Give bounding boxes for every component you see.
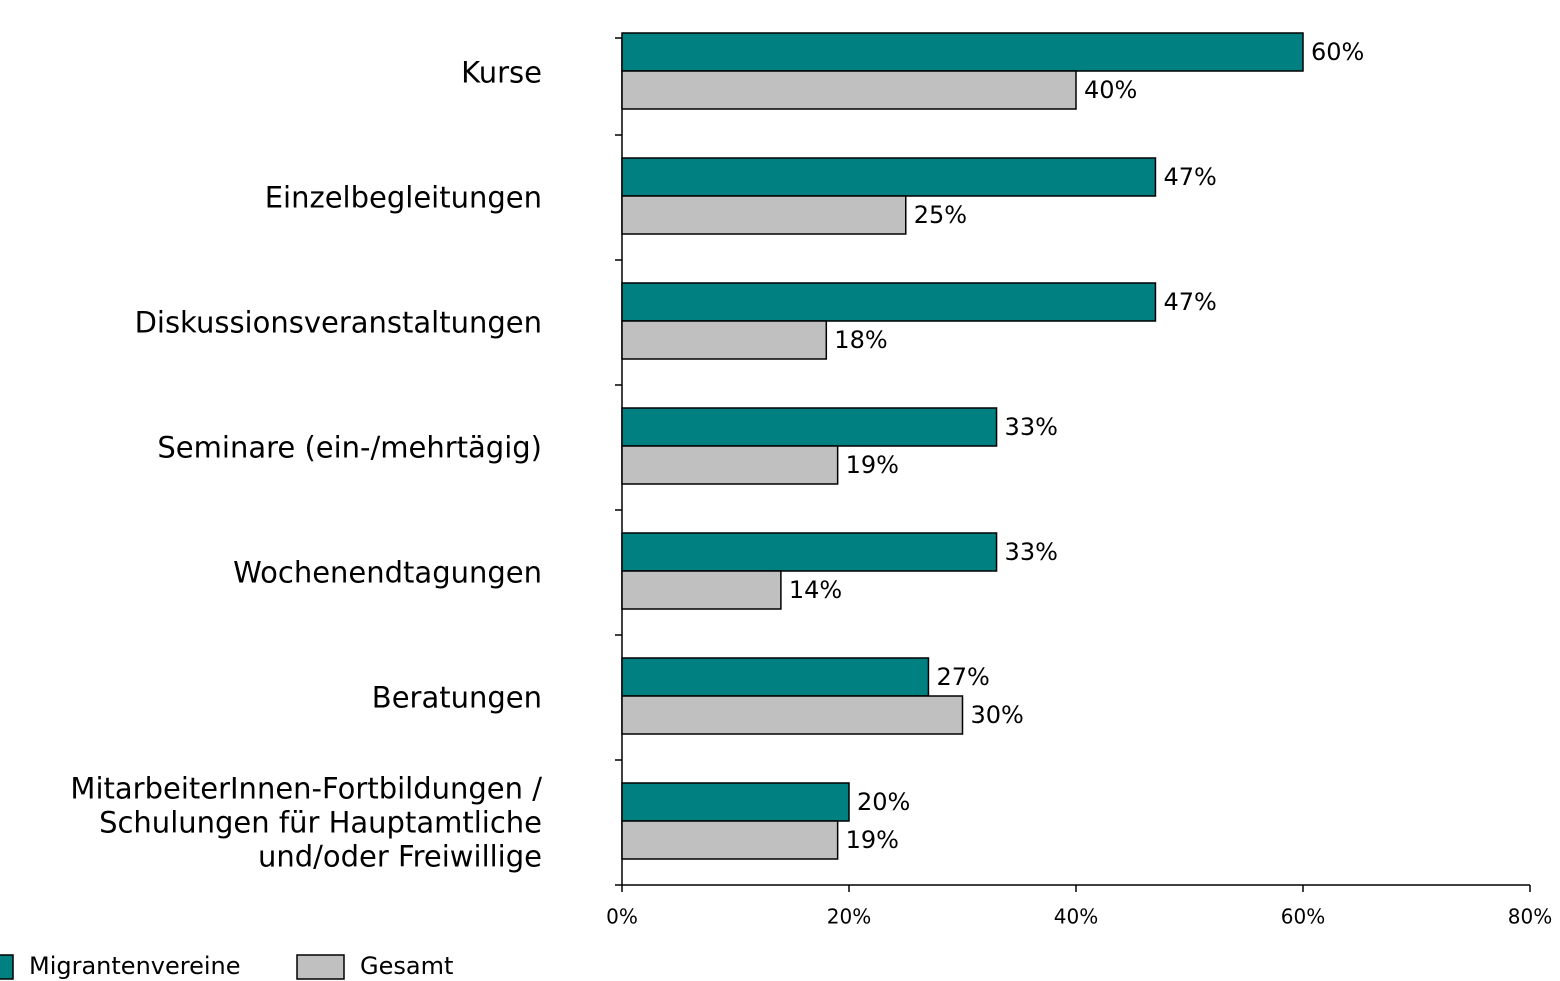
legend-swatch xyxy=(296,954,345,980)
data-label: 27% xyxy=(936,663,989,691)
data-label: 30% xyxy=(971,701,1024,729)
x-tick-label: 0% xyxy=(606,905,638,929)
bar xyxy=(621,782,850,822)
data-label: 19% xyxy=(846,451,899,479)
bar xyxy=(621,657,930,697)
legend-swatch xyxy=(0,954,14,980)
bar xyxy=(621,195,907,235)
data-label: 47% xyxy=(1163,163,1216,191)
category-label: Einzelbegleitungen xyxy=(265,181,542,215)
data-label: 19% xyxy=(846,826,899,854)
bar xyxy=(621,32,1304,72)
data-label: 25% xyxy=(914,201,967,229)
x-tick-label: 80% xyxy=(1508,905,1552,929)
data-label: 47% xyxy=(1163,288,1216,316)
category-label: Beratungen xyxy=(372,681,542,715)
bar xyxy=(621,407,998,447)
legend-label: Gesamt xyxy=(360,952,453,980)
bar xyxy=(621,695,964,735)
data-label: 60% xyxy=(1311,38,1364,66)
x-tick-label: 40% xyxy=(1054,905,1098,929)
bar xyxy=(621,282,1157,322)
bar xyxy=(621,320,828,360)
category-label: Seminare (ein-/mehrtägig) xyxy=(157,431,542,465)
legend-label: Migrantenvereine xyxy=(29,952,241,980)
category-label: MitarbeiterInnen-Fortbildungen / Schulung… xyxy=(70,772,542,874)
data-label: 33% xyxy=(1005,413,1058,441)
x-tick-label: 60% xyxy=(1281,905,1325,929)
data-label: 40% xyxy=(1084,76,1137,104)
data-label: 20% xyxy=(857,788,910,816)
category-label: Diskussionsveranstaltungen xyxy=(135,306,542,340)
data-label: 18% xyxy=(834,326,887,354)
data-label: 14% xyxy=(789,576,842,604)
bar xyxy=(621,820,839,860)
category-label: Kurse xyxy=(461,56,542,90)
bar xyxy=(621,70,1077,110)
bar xyxy=(621,570,782,610)
bar xyxy=(621,157,1157,197)
category-label: Wochenendtagungen xyxy=(233,556,542,590)
bar xyxy=(621,445,839,485)
bar xyxy=(621,532,998,572)
x-tick-label: 20% xyxy=(827,905,871,929)
data-label: 33% xyxy=(1005,538,1058,566)
